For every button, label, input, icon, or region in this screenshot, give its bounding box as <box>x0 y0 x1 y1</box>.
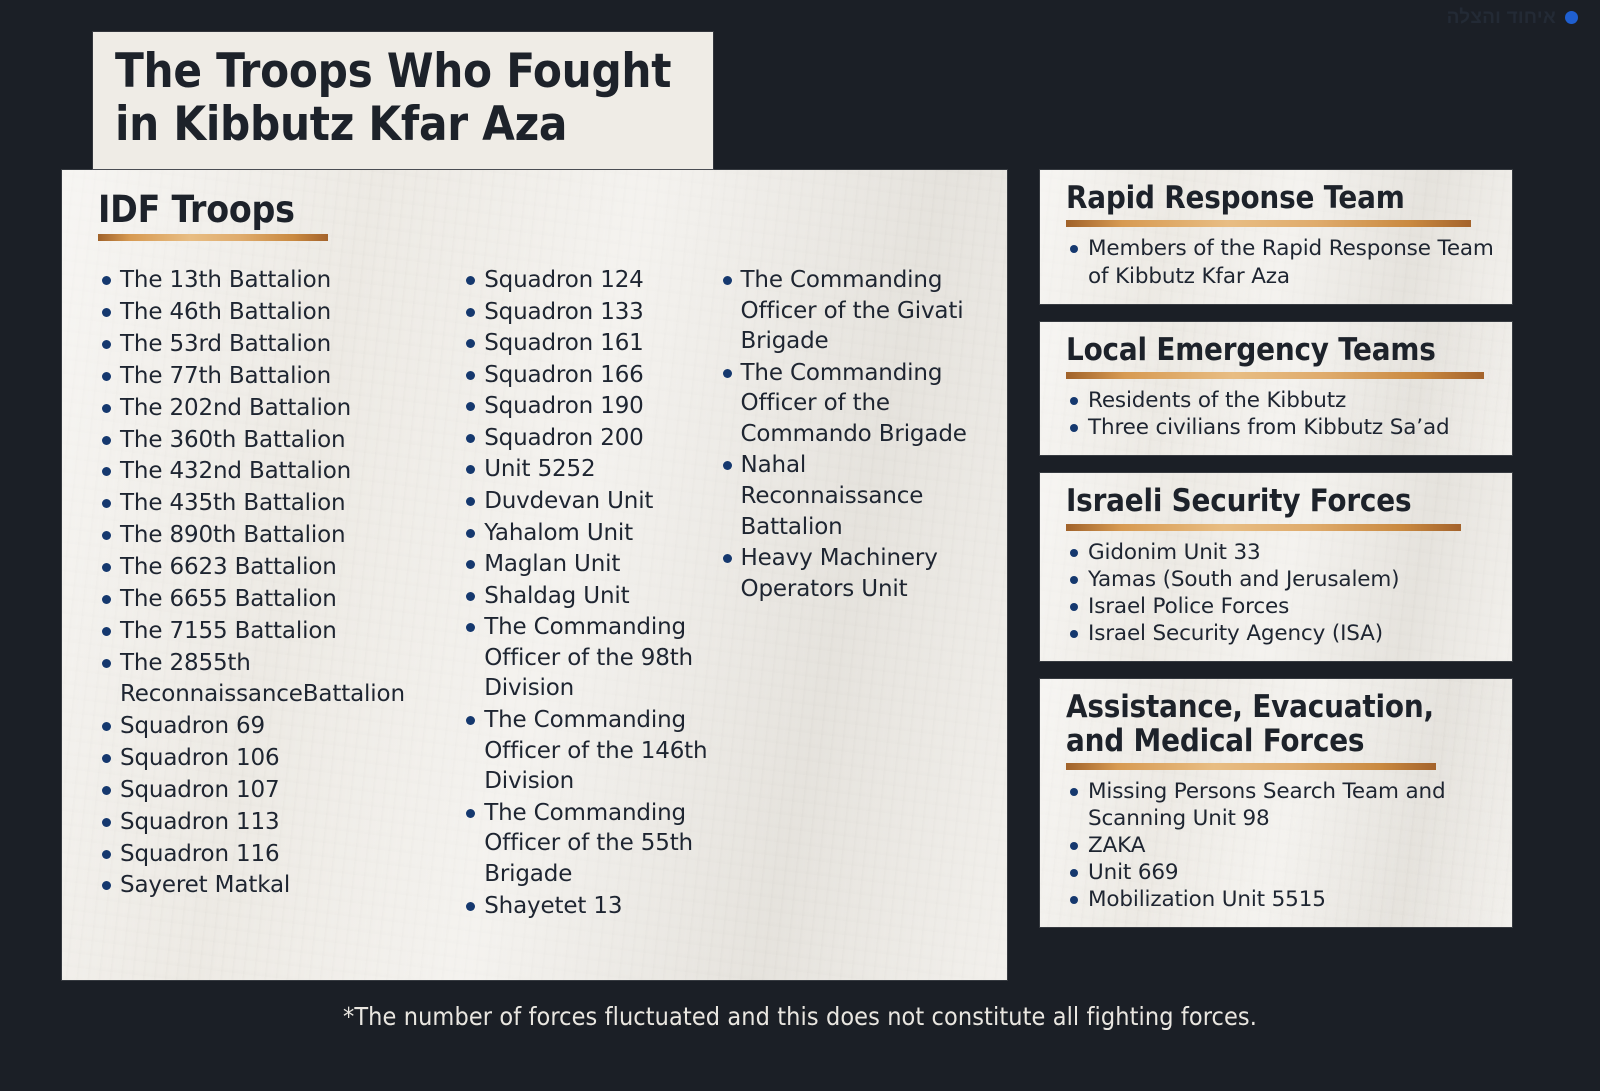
list-item: Squadron 124 <box>462 265 708 296</box>
list-item: Sayeret Matkal <box>98 870 462 901</box>
list-item: Mobilization Unit 5515 <box>1064 886 1496 913</box>
card-heading: Israeli Security Forces <box>1066 483 1412 520</box>
list-item: Squadron 190 <box>462 391 708 422</box>
title-panel: The Troops Who Fought in Kibbutz Kfar Az… <box>93 32 713 170</box>
list-item: Squadron 116 <box>98 839 462 870</box>
list-item: Israel Police Forces <box>1064 593 1496 620</box>
card-rapid-response-team: Rapid Response Team Members of the Rapid… <box>1040 170 1512 304</box>
list-item: The 46th Battalion <box>98 297 462 328</box>
list-item: Gidonim Unit 33 <box>1064 539 1496 566</box>
idf-list-2: Squadron 124 Squadron 133 Squadron 161 Squa… <box>462 265 708 921</box>
card-local-emergency-teams: Local Emergency Teams Residents of the K… <box>1040 322 1512 456</box>
list-item: The 890th Battalion <box>98 520 462 551</box>
list-item: The Commanding Officer of the 55th Briga… <box>462 798 708 890</box>
idf-list-1: The 13th Battalion The 46th Battalion The … <box>98 265 462 901</box>
idf-column-3: The Commanding Officer of the Givati Bri… <box>709 265 989 922</box>
list-item: Shayetet 13 <box>462 891 708 922</box>
list-item: Three civilians from Kibbutz Sa’ad <box>1064 414 1496 441</box>
brand-dot-icon <box>1565 11 1578 24</box>
list-item: Nahal Reconnaissance Battalion <box>719 450 989 542</box>
card-list: Residents of the Kibbutz Three civilians … <box>1064 387 1496 441</box>
idf-list-3: The Commanding Officer of the Givati Bri… <box>719 265 989 604</box>
list-item: Maglan Unit <box>462 549 708 580</box>
heading-rule <box>1066 372 1484 380</box>
brand-logo: איחוד והצלה <box>1447 8 1578 27</box>
list-item: The 6623 Battalion <box>98 552 462 583</box>
list-item: Heavy Machinery Operators Unit <box>719 543 989 604</box>
list-item: Duvdevan Unit <box>462 486 708 517</box>
list-item: The Commanding Officer of the 98th Divis… <box>462 612 708 704</box>
list-item: Squadron 113 <box>98 807 462 838</box>
footnote: *The number of forces fluctuated and thi… <box>343 1002 1257 1031</box>
card-list: Gidonim Unit 33 Yamas (South and Jerusale… <box>1064 539 1496 647</box>
list-item: The 435th Battalion <box>98 488 462 519</box>
idf-troops-panel: IDF Troops The 13th Battalion The 46th Ba… <box>62 170 1007 980</box>
list-item: Squadron 166 <box>462 360 708 391</box>
card-list: Members of the Rapid Response Team of Ki… <box>1064 235 1496 289</box>
list-item: Yamas (South and Jerusalem) <box>1064 566 1496 593</box>
list-item: Unit 669 <box>1064 859 1496 886</box>
list-item: Unit 5252 <box>462 454 708 485</box>
heading-rule <box>1066 523 1461 531</box>
idf-troops-columns: The 13th Battalion The 46th Battalion The … <box>80 265 989 922</box>
list-item: Missing Persons Search Team and Scanning… <box>1064 778 1496 832</box>
list-item: Residents of the Kibbutz <box>1064 387 1496 414</box>
list-item: The 53rd Battalion <box>98 329 462 360</box>
list-item: Squadron 69 <box>98 711 462 742</box>
card-heading: Rapid Response Team <box>1066 180 1405 216</box>
brand-name: איחוד והצלה <box>1446 7 1556 28</box>
list-item: Israel Security Agency (ISA) <box>1064 620 1496 647</box>
list-item: The 77th Battalion <box>98 361 462 392</box>
list-item: The Commanding Officer of the Commando B… <box>719 358 989 450</box>
heading-rule <box>1066 220 1471 228</box>
idf-troops-heading: IDF Troops <box>98 188 295 231</box>
list-item: The 2855th ReconnaissanceBattalion <box>98 648 462 710</box>
idf-column-2: Squadron 124 Squadron 133 Squadron 161 Squa… <box>462 265 708 922</box>
list-item: Squadron 106 <box>98 743 462 774</box>
sidebar: Rapid Response Team Members of the Rapid… <box>1040 170 1512 945</box>
list-item: The 6655 Battalion <box>98 584 462 615</box>
list-item: The Commanding Officer of the 146th Divi… <box>462 705 708 797</box>
card-list: Missing Persons Search Team and Scanning… <box>1064 778 1496 913</box>
page-title: The Troops Who Fought in Kibbutz Kfar Az… <box>115 44 672 152</box>
list-item: The 13th Battalion <box>98 265 462 296</box>
idf-column-1: The 13th Battalion The 46th Battalion The … <box>80 265 462 922</box>
list-item: The Commanding Officer of the Givati Bri… <box>719 265 989 357</box>
list-item: ZAKA <box>1064 832 1496 859</box>
heading-rule <box>98 233 328 241</box>
list-item: Members of the Rapid Response Team of Ki… <box>1064 235 1496 289</box>
card-heading: Local Emergency Teams <box>1066 331 1436 368</box>
list-item: Squadron 161 <box>462 328 708 359</box>
list-item: Shaldag Unit <box>462 581 708 612</box>
list-item: Squadron 200 <box>462 423 708 454</box>
list-item: Yahalom Unit <box>462 518 708 549</box>
list-item: The 202nd Battalion <box>98 393 462 424</box>
list-item: The 360th Battalion <box>98 425 462 456</box>
list-item: Squadron 133 <box>462 297 708 328</box>
card-israeli-security-forces: Israeli Security Forces Gidonim Unit 33 Y… <box>1040 473 1512 661</box>
card-assistance-evacuation-medical-forces: Assistance, Evacuation, and Medical Forc… <box>1040 679 1512 927</box>
heading-rule <box>1066 762 1436 770</box>
list-item: The 7155 Battalion <box>98 616 462 647</box>
list-item: The 432nd Battalion <box>98 456 462 487</box>
list-item: Squadron 107 <box>98 775 462 806</box>
card-heading: Assistance, Evacuation, and Medical Forc… <box>1066 689 1434 759</box>
